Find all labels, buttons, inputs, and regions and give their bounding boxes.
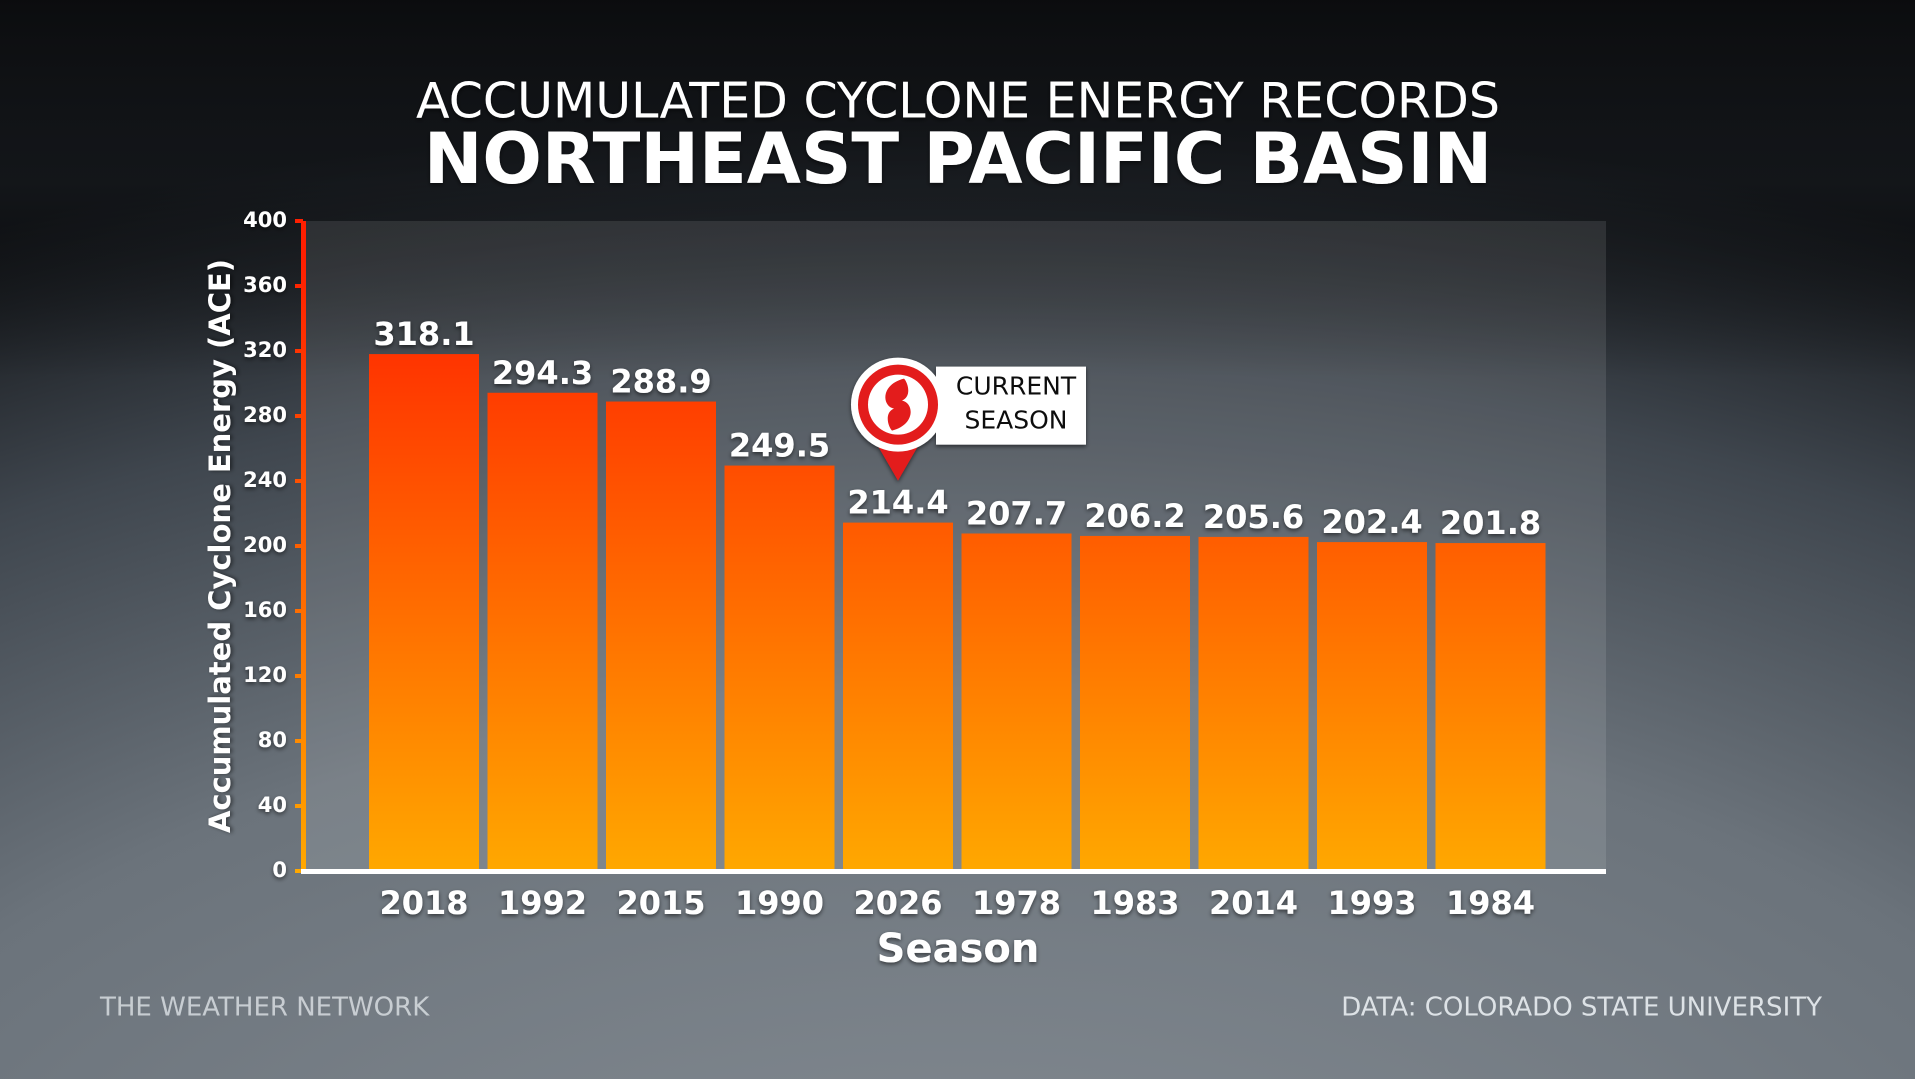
bar — [1080, 535, 1190, 871]
chart-title: ACCUMULATED CYCLONE ENERGY RECORDS — [416, 73, 1500, 130]
value-label: 202.4 — [1321, 503, 1422, 541]
y-tick-label: 400 — [243, 208, 287, 232]
y-tick-label: 160 — [243, 598, 287, 622]
bar — [1317, 542, 1427, 871]
y-tick-label: 320 — [243, 338, 287, 362]
bar — [369, 354, 479, 871]
callout-pin — [876, 442, 920, 481]
x-tick-label: 1983 — [1090, 884, 1179, 922]
x-tick-label: 2018 — [379, 884, 468, 922]
bar — [843, 522, 953, 871]
callout-text: CURRENT — [956, 372, 1077, 401]
y-axis-line — [301, 221, 306, 871]
x-axis-label: Season — [877, 926, 1040, 972]
y-tick-label: 360 — [243, 273, 287, 297]
y-tick-label: 240 — [243, 468, 287, 492]
bar — [961, 533, 1072, 871]
current-season-callout: CURRENT SEASON — [851, 357, 1086, 481]
credit: THE WEATHER NETWORK — [99, 993, 430, 1023]
y-tick — [295, 414, 303, 418]
y-tick-label: 0 — [272, 858, 287, 882]
y-tick — [295, 544, 303, 548]
y-tick — [295, 674, 303, 678]
y-tick — [295, 869, 303, 873]
x-tick-label: 1993 — [1327, 884, 1416, 922]
value-label: 318.1 — [373, 315, 474, 353]
bar — [1435, 543, 1546, 871]
bar — [1198, 536, 1309, 871]
x-tick-label: 1978 — [972, 884, 1061, 922]
x-tick-label: 2026 — [853, 884, 942, 922]
bar — [487, 392, 598, 871]
y-tick — [295, 349, 303, 353]
x-tick-label: 2015 — [616, 884, 705, 922]
bar — [724, 465, 835, 871]
value-label: 206.2 — [1084, 497, 1185, 535]
y-tick-label: 80 — [258, 728, 287, 752]
y-tick — [295, 219, 303, 223]
value-label: 205.6 — [1203, 498, 1304, 536]
y-tick — [295, 804, 303, 808]
value-label: 294.3 — [492, 354, 593, 392]
value-label: 288.9 — [610, 363, 711, 401]
x-tick-label: 1984 — [1446, 884, 1535, 922]
y-tick-label: 40 — [258, 793, 287, 817]
callout-box — [936, 366, 1086, 445]
callout-text: SEASON — [964, 406, 1067, 435]
source: DATA: COLORADO STATE UNIVERSITY — [1341, 993, 1822, 1023]
value-label: 249.5 — [729, 427, 830, 465]
y-tick — [295, 284, 303, 288]
y-tick — [295, 609, 303, 613]
value-label: 201.8 — [1440, 504, 1541, 542]
x-axis-line — [301, 869, 1606, 874]
y-tick-label: 280 — [243, 403, 287, 427]
hurricane-icon — [885, 378, 911, 431]
value-label: 214.4 — [847, 484, 948, 522]
y-tick — [295, 479, 303, 483]
x-tick-label: 2014 — [1209, 884, 1298, 922]
x-tick-label: 1990 — [735, 884, 824, 922]
value-label: 207.7 — [966, 494, 1067, 532]
bar — [606, 401, 716, 871]
y-tick-label: 120 — [243, 663, 287, 687]
y-axis-label: Accumulated Cyclone Energy (ACE) — [203, 259, 237, 833]
y-tick-label: 200 — [243, 533, 287, 557]
chart-subtitle: NORTHEAST PACIFIC BASIN — [424, 118, 1492, 200]
x-tick-label: 1992 — [498, 884, 587, 922]
y-tick — [295, 739, 303, 743]
